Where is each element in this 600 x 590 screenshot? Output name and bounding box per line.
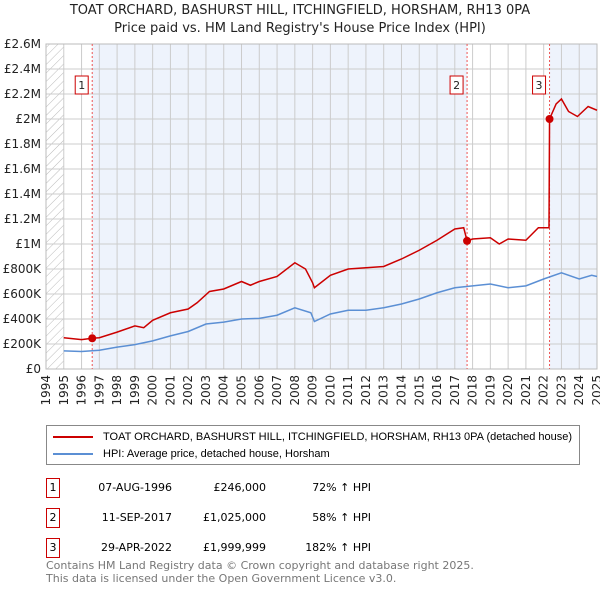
x-tick-label: 2010 <box>323 375 337 406</box>
sale-number: 3 <box>46 538 60 558</box>
plot-border <box>45 43 598 370</box>
y-tick-label: £800K <box>3 262 43 276</box>
x-tick-label: 2025 <box>590 375 600 406</box>
x-tick-label: 1996 <box>75 375 89 406</box>
x-tick-label: 2015 <box>412 375 426 406</box>
x-tick-label: 2017 <box>448 375 462 406</box>
sale-hpi-change: 58% ↑ HPI <box>312 511 371 524</box>
footer-line-2: This data is licensed under the Open Gov… <box>46 572 397 585</box>
legend-swatch-property <box>53 436 93 438</box>
sale-price: £246,000 <box>213 481 267 494</box>
x-tick-label: 2020 <box>501 375 515 406</box>
y-tick-label: £1.8M <box>4 137 41 151</box>
sale-point <box>545 115 554 124</box>
x-tick-label: 1999 <box>128 375 142 406</box>
x-tick-label: 2016 <box>430 375 444 406</box>
sale-row: 3 29-APR-2022 £1,999,999 182% ↑ HPI <box>46 538 446 558</box>
x-tick-label: 2019 <box>483 375 497 406</box>
y-tick-label: £2.4M <box>4 62 41 76</box>
legend-label-hpi: HPI: Average price, detached house, Hors… <box>103 448 330 460</box>
property-price-line <box>63 97 598 341</box>
x-tick-label: 1994 <box>39 375 53 406</box>
price-chart: 1994 1995 1996 1997 1998 1999 2000 2001 2002 2003… <box>3 37 600 406</box>
footer-line-1: Contains HM Land Registry data © Crown c… <box>46 559 474 572</box>
sale-price: £1,999,999 <box>203 541 266 554</box>
sale-date: 07-AUG-1996 <box>98 481 172 494</box>
x-tick-label: 2021 <box>519 375 533 406</box>
sale-date: 11-SEP-2017 <box>101 511 172 524</box>
x-tick-label: 2022 <box>537 375 551 406</box>
x-tick-label: 2001 <box>163 375 177 406</box>
sale-point <box>88 334 97 343</box>
y-tick-label: £1.6M <box>4 162 41 176</box>
sale-label: 3 <box>536 79 543 92</box>
y-tick-label: £200K <box>3 337 43 351</box>
sale-date: 29-APR-2022 <box>100 541 172 554</box>
x-tick-label: 2018 <box>466 375 480 406</box>
x-tick-label: 2023 <box>554 375 568 406</box>
y-tick-label: £1.4M <box>4 187 41 201</box>
x-tick-label: 2004 <box>217 375 231 406</box>
y-tick-label: £2.6M <box>4 37 41 51</box>
sale-label-box <box>74 75 89 95</box>
y-tick-label: £600K <box>3 287 43 301</box>
x-tick-label: 2000 <box>146 375 160 406</box>
x-tick-label: 1998 <box>110 375 124 406</box>
y-tick-label: £1M <box>15 237 41 251</box>
legend: TOAT ORCHARD, BASHURST HILL, ITCHINGFIEL… <box>46 425 580 465</box>
sale-label: 1 <box>78 79 85 92</box>
x-tick-label: 2008 <box>288 375 302 406</box>
y-tick-label: £400K <box>3 312 43 326</box>
sale-price: £1,025,000 <box>203 511 266 524</box>
x-tick-label: 2009 <box>306 375 320 406</box>
x-tick-label: 1995 <box>57 375 71 406</box>
shaded-period <box>549 44 597 369</box>
footer: Contains HM Land Registry data © Crown c… <box>46 559 474 585</box>
x-tick-label: 2012 <box>359 375 373 406</box>
x-tick-label: 2014 <box>394 375 408 406</box>
sale-label-box <box>532 75 547 95</box>
x-tick-label: 2013 <box>377 375 391 406</box>
shaded-period <box>92 44 468 369</box>
legend-swatch-hpi <box>53 453 93 455</box>
x-tick-label: 2024 <box>572 375 586 406</box>
x-tick-label: 2005 <box>235 375 249 406</box>
sale-number: 1 <box>46 478 60 498</box>
legend-label-property: TOAT ORCHARD, BASHURST HILL, ITCHINGFIEL… <box>103 431 573 443</box>
sale-label-box <box>449 75 464 95</box>
hpi-line <box>63 271 598 353</box>
sale-label: 2 <box>453 79 460 92</box>
x-tick-label: 2002 <box>181 375 195 406</box>
x-tick-label: 2006 <box>252 375 266 406</box>
sale-row: 1 07-AUG-1996 £246,000 72% ↑ HPI <box>46 478 446 498</box>
sale-hpi-change: 182% ↑ HPI <box>305 541 371 554</box>
x-tick-label: 2007 <box>270 375 284 406</box>
y-tick-label: £2.2M <box>4 87 41 101</box>
sale-point <box>463 236 472 245</box>
y-tick-label: £0 <box>26 362 41 376</box>
chart-subtitle: Price paid vs. HM Land Registry's House … <box>114 21 486 36</box>
sale-hpi-change: 72% ↑ HPI <box>312 481 371 494</box>
x-tick-label: 2003 <box>199 375 213 406</box>
chart-title: TOAT ORCHARD, BASHURST HILL, ITCHINGFIEL… <box>69 3 531 18</box>
sale-row: 2 11-SEP-2017 £1,025,000 58% ↑ HPI <box>46 508 446 528</box>
x-tick-label: 1997 <box>92 375 106 406</box>
x-tick-label: 2011 <box>341 375 355 406</box>
y-tick-label: £2M <box>15 112 41 126</box>
hatched-region <box>46 44 64 369</box>
sale-number: 2 <box>46 508 60 528</box>
y-tick-label: £1.2M <box>4 212 41 226</box>
